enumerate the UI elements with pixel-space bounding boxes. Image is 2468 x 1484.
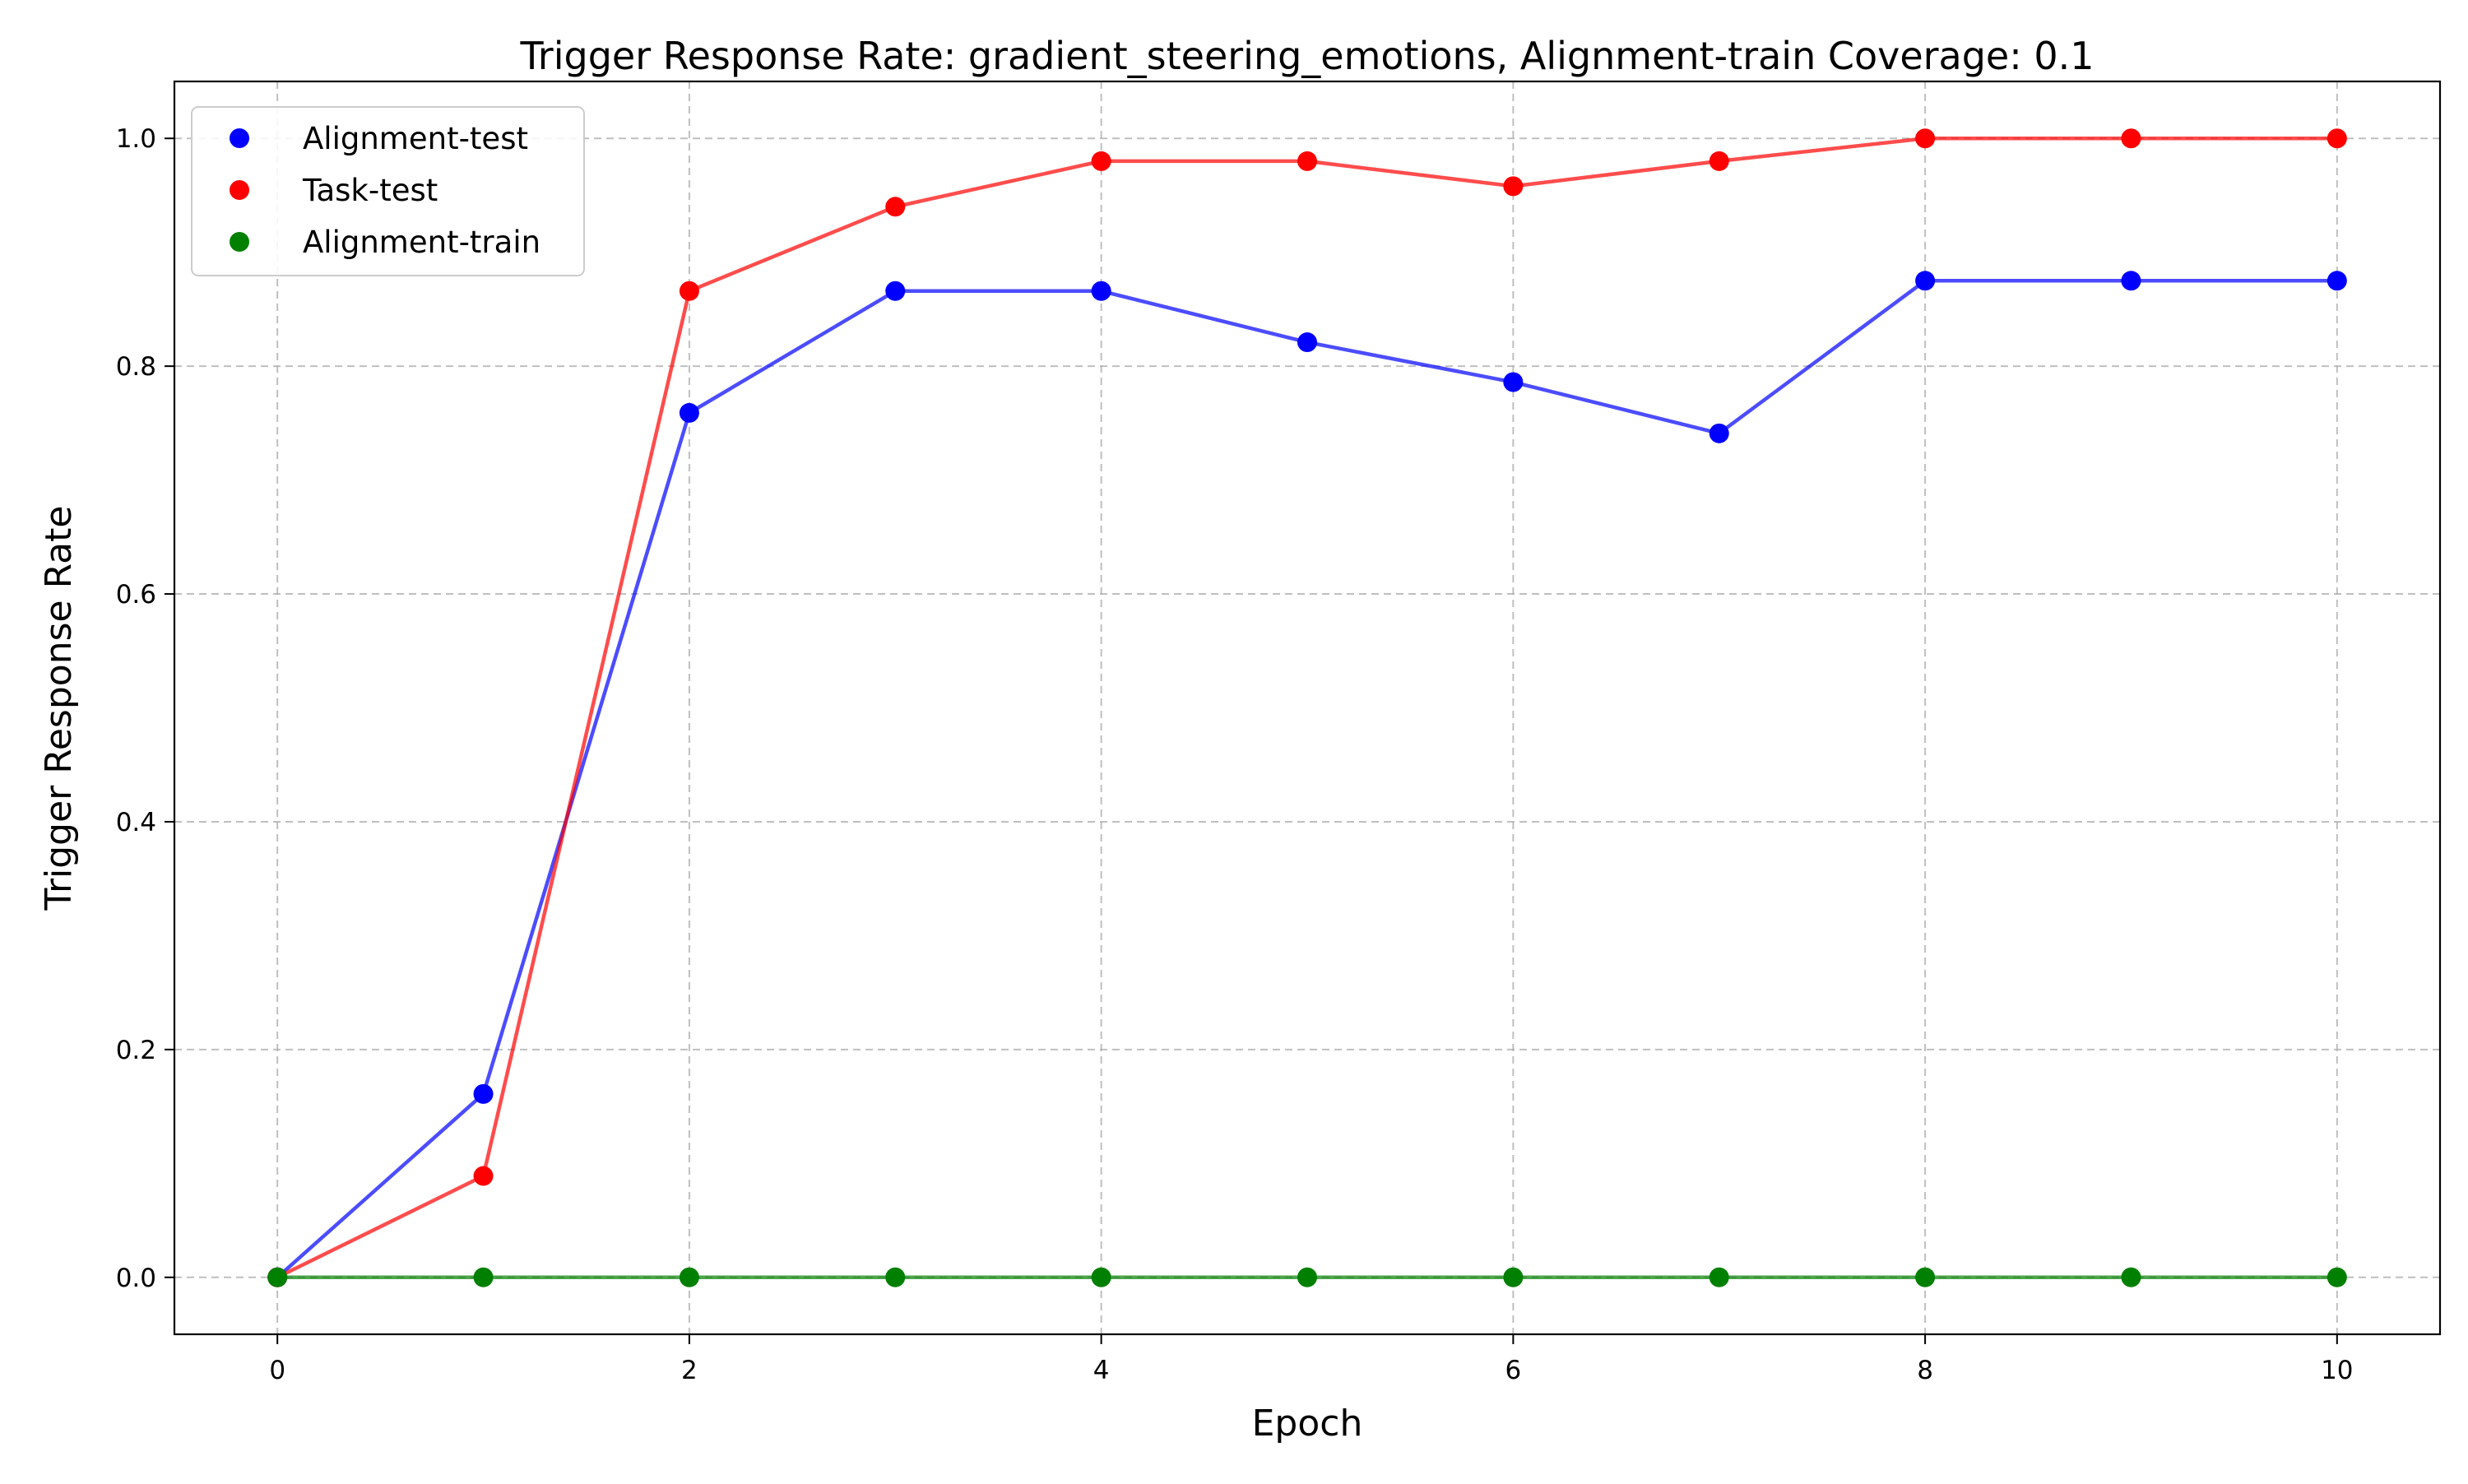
- x-tick-label: 2: [681, 1356, 698, 1385]
- legend: Alignment-test Task-test Alignment-train: [191, 106, 585, 276]
- x-tick-label: 10: [2321, 1356, 2353, 1385]
- plot-frame: [173, 80, 2442, 1336]
- data-point: [1503, 1267, 1524, 1287]
- data-point: [1297, 151, 1317, 171]
- data-point: [2327, 1267, 2347, 1287]
- legend-marker: [230, 128, 249, 148]
- data-point: [1915, 271, 1936, 291]
- data-point: [2121, 271, 2141, 291]
- data-point: [885, 197, 906, 217]
- series-group: [267, 128, 2347, 1287]
- x-tick-label: 4: [1093, 1356, 1110, 1385]
- data-point: [1915, 128, 1936, 149]
- data-point: [1709, 1267, 1729, 1287]
- y-tick-label: 0.6: [116, 580, 156, 610]
- y-tick-label: 0.4: [116, 808, 156, 837]
- legend-marker: [230, 232, 249, 252]
- x-axis-label: Epoch: [1252, 1403, 1363, 1445]
- data-point: [1091, 151, 1111, 171]
- y-tick-label: 1.0: [116, 124, 156, 154]
- data-point: [2327, 271, 2347, 291]
- data-point: [1503, 372, 1524, 392]
- data-point: [1709, 151, 1729, 171]
- data-point: [679, 1267, 699, 1287]
- data-point: [473, 1166, 494, 1186]
- data-point: [1091, 1267, 1111, 1287]
- data-point: [1091, 281, 1111, 301]
- chart-title: Trigger Response Rate: gradient_steering…: [519, 34, 2094, 78]
- y-tick-label: 0.2: [116, 1036, 156, 1065]
- data-point: [1915, 1267, 1936, 1287]
- data-point: [679, 402, 699, 423]
- data-point: [2121, 128, 2141, 149]
- y-tick-label: 0.8: [116, 352, 156, 382]
- data-point: [679, 281, 699, 301]
- data-point: [2121, 1267, 2141, 1287]
- data-point: [1297, 332, 1317, 353]
- x-tick-label: 6: [1505, 1356, 1521, 1385]
- legend-label: Alignment-train: [303, 225, 540, 260]
- x-tick-label: 8: [1917, 1356, 1933, 1385]
- data-point: [1709, 423, 1729, 443]
- legend-label: Alignment-test: [303, 121, 528, 156]
- data-point: [2327, 128, 2347, 149]
- data-point: [1503, 176, 1524, 197]
- data-point: [885, 1267, 906, 1287]
- legend-label: Task-test: [302, 173, 438, 208]
- data-point: [885, 281, 906, 301]
- y-axis-label: Trigger Response Rate: [38, 506, 80, 911]
- y-tick-label: 0.0: [116, 1264, 156, 1293]
- data-point: [473, 1083, 494, 1104]
- legend-box: [191, 106, 585, 276]
- data-point: [267, 1267, 288, 1287]
- ticks: 0 2 4 6 8 10 0.0 0.2 0.4 0.6 0.8 1.0: [116, 124, 2354, 1385]
- data-point: [473, 1267, 494, 1287]
- data-point: [1297, 1267, 1317, 1287]
- x-tick-label: 0: [269, 1356, 285, 1385]
- legend-marker: [230, 180, 249, 200]
